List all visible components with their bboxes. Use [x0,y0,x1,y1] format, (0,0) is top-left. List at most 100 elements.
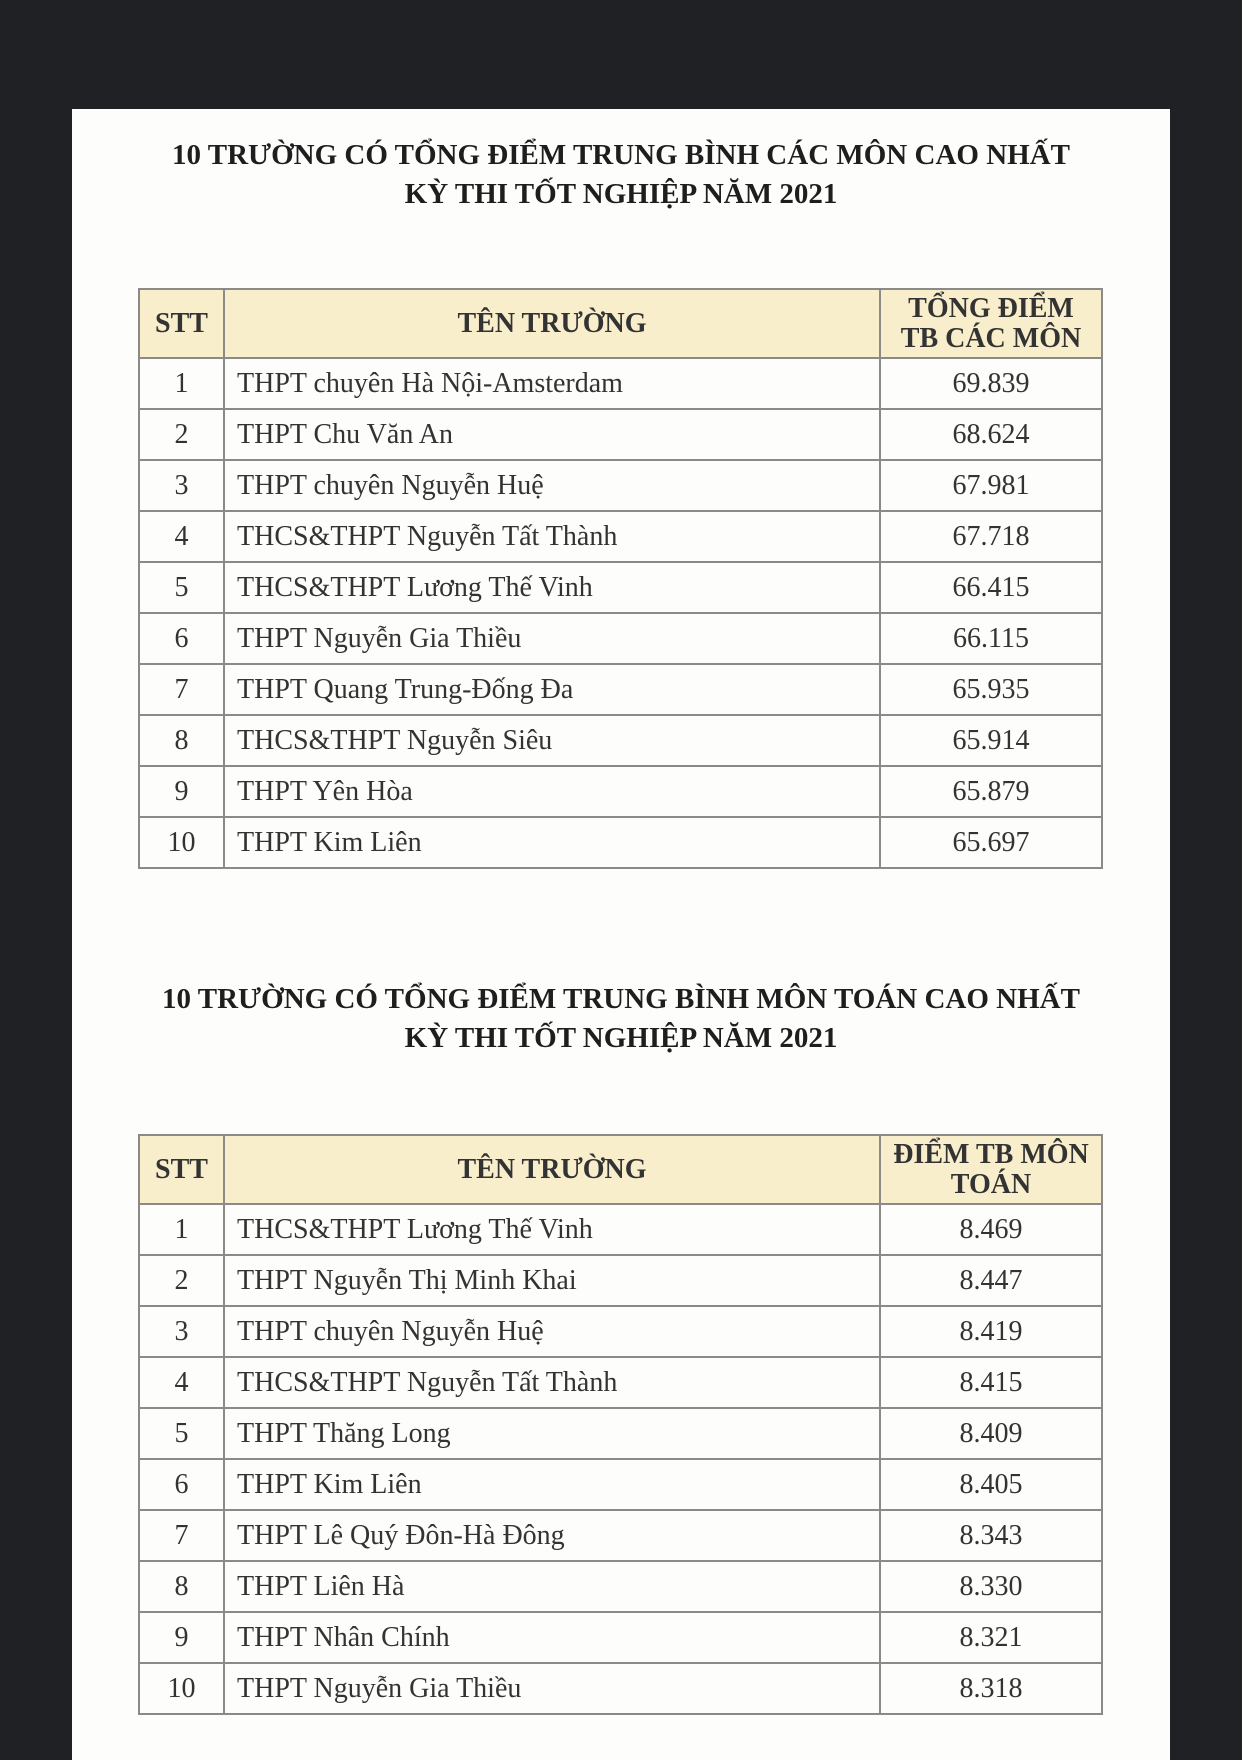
table-row: 1 THCS&THPT Lương Thế Vinh 8.469 [138,1203,1103,1256]
header-school: TÊN TRƯỜNG [223,1134,881,1205]
table-row: 10 THPT Kim Liên 65.697 [138,816,1103,869]
rank-cell: 2 [138,408,225,461]
school-cell: THPT Nguyễn Thị Minh Khai [223,1254,881,1307]
score-cell: 8.318 [879,1662,1103,1715]
rank-cell: 6 [138,612,225,665]
school-cell: THCS&THPT Lương Thế Vinh [223,561,881,614]
score-cell: 65.879 [879,765,1103,818]
rank-cell: 4 [138,1356,225,1409]
title-line-1: 10 TRƯỜNG CÓ TỔNG ĐIỂM TRUNG BÌNH CÁC MÔ… [172,139,1070,171]
rank-cell: 10 [138,1662,225,1715]
score-cell: 65.914 [879,714,1103,767]
table-row: 9 THPT Yên Hòa 65.879 [138,765,1103,818]
rank-cell: 9 [138,765,225,818]
header-score-line-1: ĐIỂM TB MÔN [893,1138,1089,1170]
title-line-2: KỲ THI TỐT NGHIỆP NĂM 2021 [404,1022,838,1054]
table-row: 8 THPT Liên Hà 8.330 [138,1560,1103,1613]
school-cell: THPT Nguyễn Gia Thiều [223,612,881,665]
header-score-line-2: TOÁN [950,1168,1032,1200]
table-row: 2 THPT Chu Văn An 68.624 [138,408,1103,461]
score-cell: 8.405 [879,1458,1103,1511]
score-cell: 67.718 [879,510,1103,563]
header-stt: STT [138,288,225,359]
table-row: 7 THPT Lê Quý Đôn-Hà Đông 8.343 [138,1509,1103,1562]
header-row: STT TÊN TRƯỜNG ĐIỂM TB MÔN TOÁN [138,1134,1103,1205]
section-1-title: 10 TRƯỜNG CÓ TỔNG ĐIỂM TRUNG BÌNH CÁC MÔ… [72,136,1170,214]
score-cell: 8.330 [879,1560,1103,1613]
rank-cell: 3 [138,459,225,512]
document-page: 10 TRƯỜNG CÓ TỔNG ĐIỂM TRUNG BÌNH CÁC MÔ… [72,109,1170,1760]
score-cell: 66.415 [879,561,1103,614]
table-row: 3 THPT chuyên Nguyễn Huệ 67.981 [138,459,1103,512]
table-row: 5 THPT Thăng Long 8.409 [138,1407,1103,1460]
header-school: TÊN TRƯỜNG [223,288,881,359]
score-cell: 65.935 [879,663,1103,716]
score-cell: 8.321 [879,1611,1103,1664]
school-cell: THPT chuyên Nguyễn Huệ [223,1305,881,1358]
table-row: 2 THPT Nguyễn Thị Minh Khai 8.447 [138,1254,1103,1307]
rank-cell: 5 [138,561,225,614]
school-cell: THPT Lê Quý Đôn-Hà Đông [223,1509,881,1562]
rank-cell: 1 [138,1203,225,1256]
table-row: 4 THCS&THPT Nguyễn Tất Thành 8.415 [138,1356,1103,1409]
table-row: 6 THPT Kim Liên 8.405 [138,1458,1103,1511]
score-cell: 8.469 [879,1203,1103,1256]
table-average-math: STT TÊN TRƯỜNG ĐIỂM TB MÔN TOÁN 1 THCS&TH… [138,1134,1103,1715]
table-average-all-subjects: STT TÊN TRƯỜNG TỔNG ĐIỂM TB CÁC MÔN 1 THP… [138,288,1103,869]
rank-cell: 4 [138,510,225,563]
table-row: 8 THCS&THPT Nguyễn Siêu 65.914 [138,714,1103,767]
table-row: 7 THPT Quang Trung-Đống Đa 65.935 [138,663,1103,716]
header-score-line-1: TỔNG ĐIỂM [908,292,1074,324]
title-line-2: KỲ THI TỐT NGHIỆP NĂM 2021 [404,178,838,210]
school-cell: THPT Chu Văn An [223,408,881,461]
rank-cell: 7 [138,1509,225,1562]
school-cell: THPT chuyên Nguyễn Huệ [223,459,881,512]
school-cell: THPT Nhân Chính [223,1611,881,1664]
header-score-line-2: TB CÁC MÔN [900,322,1082,354]
rank-cell: 6 [138,1458,225,1511]
school-cell: THCS&THPT Nguyễn Tất Thành [223,510,881,563]
header-stt: STT [138,1134,225,1205]
title-line-1: 10 TRƯỜNG CÓ TỔNG ĐIỂM TRUNG BÌNH MÔN TO… [162,983,1080,1015]
table-row: 5 THCS&THPT Lương Thế Vinh 66.415 [138,561,1103,614]
school-cell: THPT Yên Hòa [223,765,881,818]
rank-cell: 8 [138,1560,225,1613]
school-cell: THPT Kim Liên [223,816,881,869]
table-row: 1 THPT chuyên Hà Nội-Amsterdam 69.839 [138,357,1103,410]
header-row: STT TÊN TRƯỜNG TỔNG ĐIỂM TB CÁC MÔN [138,288,1103,359]
score-cell: 8.447 [879,1254,1103,1307]
school-cell: THCS&THPT Lương Thế Vinh [223,1203,881,1256]
table-row: 6 THPT Nguyễn Gia Thiều 66.115 [138,612,1103,665]
school-cell: THCS&THPT Nguyễn Tất Thành [223,1356,881,1409]
rank-cell: 10 [138,816,225,869]
rank-cell: 5 [138,1407,225,1460]
score-cell: 8.415 [879,1356,1103,1409]
score-cell: 8.419 [879,1305,1103,1358]
header-score: ĐIỂM TB MÔN TOÁN [879,1134,1103,1205]
header-score: TỔNG ĐIỂM TB CÁC MÔN [879,288,1103,359]
rank-cell: 1 [138,357,225,410]
score-cell: 68.624 [879,408,1103,461]
school-cell: THPT chuyên Hà Nội-Amsterdam [223,357,881,410]
rank-cell: 7 [138,663,225,716]
school-cell: THCS&THPT Nguyễn Siêu [223,714,881,767]
score-cell: 65.697 [879,816,1103,869]
rank-cell: 8 [138,714,225,767]
score-cell: 8.409 [879,1407,1103,1460]
rank-cell: 9 [138,1611,225,1664]
score-cell: 8.343 [879,1509,1103,1562]
school-cell: THPT Thăng Long [223,1407,881,1460]
school-cell: THPT Liên Hà [223,1560,881,1613]
table-row: 4 THCS&THPT Nguyễn Tất Thành 67.718 [138,510,1103,563]
rank-cell: 2 [138,1254,225,1307]
school-cell: THPT Nguyễn Gia Thiều [223,1662,881,1715]
table-row: 10 THPT Nguyễn Gia Thiều 8.318 [138,1662,1103,1715]
score-cell: 67.981 [879,459,1103,512]
table-row: 9 THPT Nhân Chính 8.321 [138,1611,1103,1664]
score-cell: 66.115 [879,612,1103,665]
rank-cell: 3 [138,1305,225,1358]
score-cell: 69.839 [879,357,1103,410]
school-cell: THPT Kim Liên [223,1458,881,1511]
table-row: 3 THPT chuyên Nguyễn Huệ 8.419 [138,1305,1103,1358]
section-2-title: 10 TRƯỜNG CÓ TỔNG ĐIỂM TRUNG BÌNH MÔN TO… [72,980,1170,1058]
